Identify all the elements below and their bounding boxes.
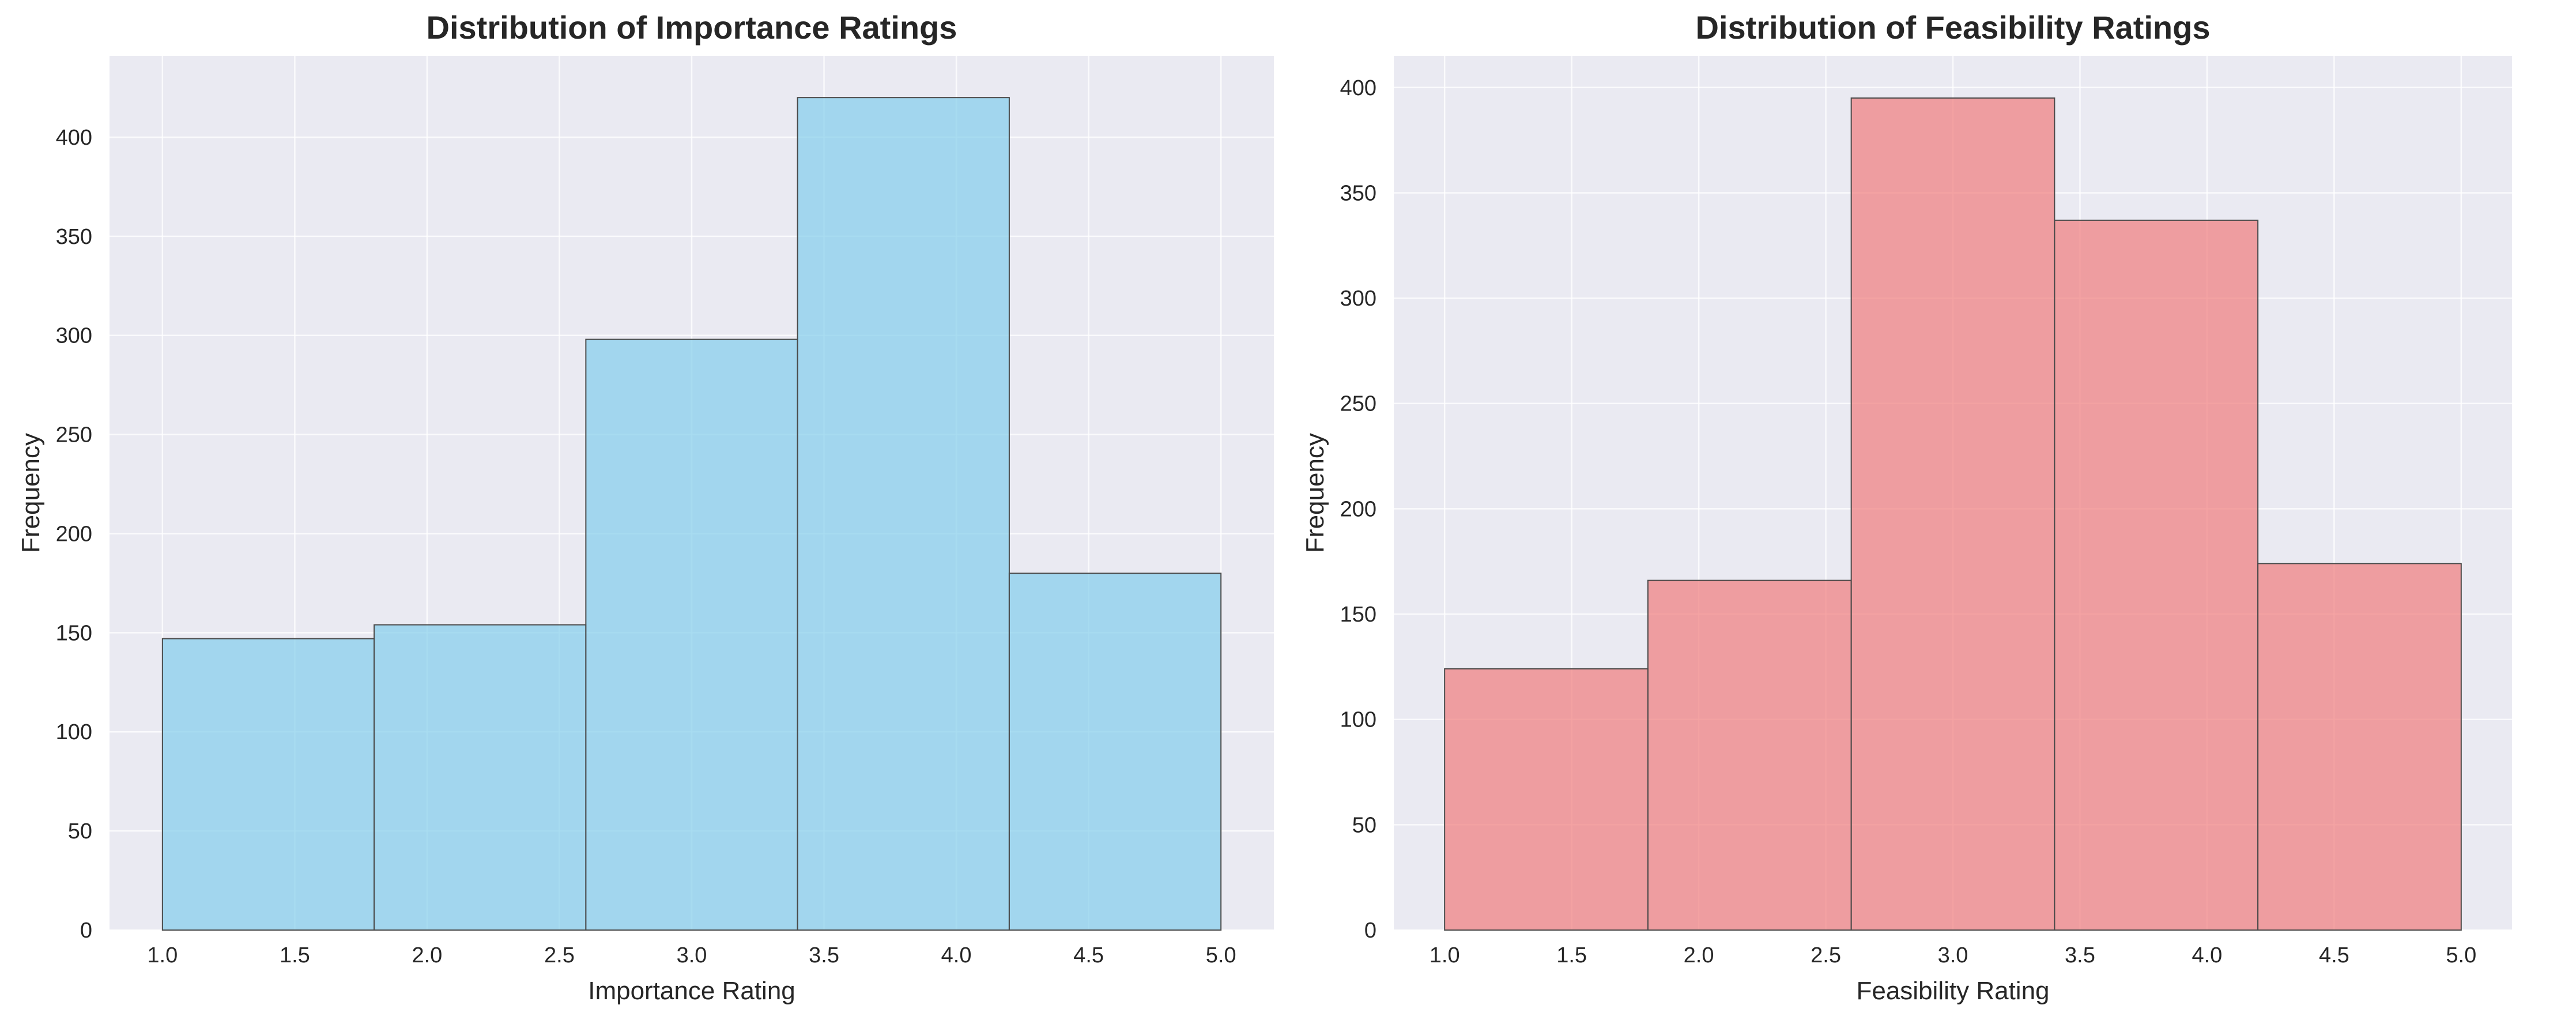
feasibility-y-tick-label: 400 [1340,76,1376,100]
feasibility-x-ticks: 1.0 1.5 2.0 2.5 3.0 3.5 4.0 4.5 5.0 [1430,943,2476,968]
feasibility-x-tick-label: 2.0 [1684,943,1714,968]
importance-bar [374,624,587,931]
feasibility-y-tick-label: 100 [1340,708,1376,732]
importance-x-axis-label: Importance Rating [588,977,795,1005]
feasibility-chart-title: Distribution of Feasibility Ratings [1696,9,2211,46]
feasibility-y-tick-label: 300 [1340,287,1376,311]
importance-chart-title: Distribution of Importance Ratings [427,9,957,46]
feasibility-bar [1850,97,2055,931]
feasibility-bar [2257,563,2462,931]
importance-x-tick-label: 4.0 [941,943,972,968]
importance-x-tick-label: 1.0 [147,943,178,968]
feasibility-y-tick-label: 0 [1364,919,1376,943]
importance-x-tick-label: 5.0 [1206,943,1236,968]
importance-y-tick-label: 50 [68,819,92,844]
importance-x-ticks: 1.0 1.5 2.0 2.5 3.0 3.5 4.0 4.5 5.0 [147,943,1236,968]
feasibility-x-tick-label: 3.0 [1938,943,1968,968]
importance-y-tick-label: 100 [56,720,92,744]
feasibility-y-tick-label: 250 [1340,392,1376,416]
importance-y-tick-label: 300 [56,324,92,348]
importance-x-tick-label: 3.0 [677,943,707,968]
feasibility-bars [1444,97,2462,931]
importance-y-tick-label: 150 [56,621,92,645]
importance-x-tick-label: 4.5 [1073,943,1104,968]
importance-bar [161,638,375,931]
feasibility-x-tick-label: 1.0 [1430,943,1460,968]
importance-x-tick-label: 1.5 [280,943,310,968]
importance-y-tick-label: 200 [56,522,92,546]
feasibility-x-tick-label: 2.5 [1811,943,1841,968]
importance-x-tick-label: 2.5 [544,943,575,968]
feasibility-y-ticks: 0 50 100 150 200 250 300 350 400 [1340,76,1376,943]
feasibility-x-tick-label: 4.5 [2319,943,2349,968]
feasibility-x-tick-label: 4.0 [2192,943,2222,968]
feasibility-y-tick-label: 350 [1340,181,1376,205]
importance-y-ticks: 0 50 100 150 200 250 300 350 400 [56,126,92,943]
feasibility-x-tick-label: 5.0 [2446,943,2476,968]
chart-feasibility: 1.0 1.5 2.0 2.5 3.0 3.5 4.0 4.5 5.0 0 50 100 150 200 2… [1301,9,2512,1005]
importance-bar [1008,573,1222,931]
importance-bar [797,97,1010,931]
importance-y-tick-label: 0 [80,919,92,943]
feasibility-y-tick-label: 200 [1340,497,1376,521]
importance-x-tick-label: 2.0 [412,943,442,968]
importance-x-tick-label: 3.5 [809,943,839,968]
importance-bars [161,97,1222,931]
importance-y-axis-label: Frequency [17,433,45,553]
feasibility-x-tick-label: 3.5 [2065,943,2095,968]
feasibility-bar [2054,219,2259,931]
importance-y-tick-label: 400 [56,126,92,150]
importance-bar [585,338,798,931]
importance-y-tick-label: 250 [56,423,92,447]
feasibility-x-tick-label: 1.5 [1556,943,1587,968]
feasibility-y-tick-label: 50 [1352,813,1376,837]
feasibility-y-axis-label: Frequency [1301,433,1329,553]
feasibility-y-tick-label: 150 [1340,603,1376,627]
chart-importance: 1.0 1.5 2.0 2.5 3.0 3.5 4.0 4.5 5.0 0 50 100 150 200 2… [17,9,1274,1005]
feasibility-bar [1444,668,1649,931]
feasibility-bar [1647,579,1852,931]
feasibility-x-axis-label: Feasibility Rating [1856,977,2049,1005]
importance-y-tick-label: 350 [56,225,92,249]
